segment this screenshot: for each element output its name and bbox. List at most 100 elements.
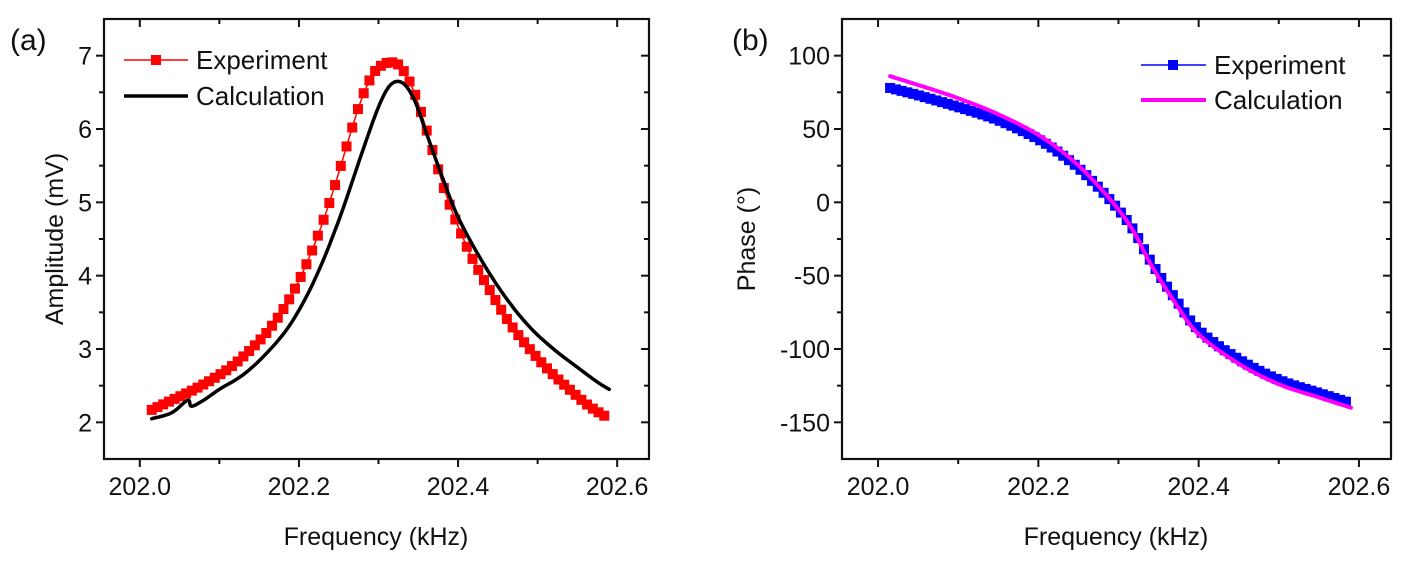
amplitude-experiment-point — [312, 230, 323, 241]
phase-experiment-point — [1340, 396, 1351, 407]
phase-experiment-point — [931, 95, 942, 106]
phase-experiment-point — [1190, 322, 1201, 333]
phase-experiment-point — [1306, 385, 1317, 396]
amplitude-experiment-point — [163, 396, 174, 407]
amplitude-x-tick-label: 202.6 — [586, 473, 649, 501]
amplitude-experiment-point — [175, 391, 186, 402]
phase-experiment-point — [896, 85, 907, 96]
amplitude-experiment-point — [198, 379, 209, 390]
phase-x-tick-label: 202.0 — [847, 473, 910, 501]
amplitude-experiment-point — [410, 89, 421, 100]
phase-legend: Experiment Calculation — [1141, 50, 1346, 115]
amplitude-x-axis-title: Frequency (kHz) — [284, 523, 469, 551]
amplitude-experiment-point — [599, 410, 610, 421]
amplitude-experiment-point — [226, 361, 237, 372]
phase-y-tick-label: 50 — [802, 116, 830, 144]
amplitude-experiment-point — [375, 60, 386, 71]
phase-experiment-point — [1035, 135, 1046, 146]
amplitude-experiment-point — [484, 285, 495, 296]
amplitude-experiment-point — [267, 320, 278, 331]
amplitude-experiment-point — [542, 363, 553, 374]
amplitude-y-tick-label: 7 — [78, 43, 92, 71]
amplitude-experiment-point — [553, 374, 564, 385]
amplitude-experiment-point — [278, 304, 289, 315]
amplitude-x-tick-label: 202.4 — [427, 473, 490, 501]
phase-experiment-point — [960, 104, 971, 115]
phase-experiment-point — [1023, 128, 1034, 139]
amplitude-experiment-point — [398, 66, 409, 77]
amplitude-experiment-point — [364, 75, 375, 86]
legend-experiment-label: Experiment — [196, 45, 328, 75]
phase-experiment-point — [1173, 298, 1184, 309]
amplitude-x-tick-label: 202.2 — [268, 473, 331, 501]
phase-experiment-point — [890, 84, 901, 95]
amplitude-experiment-point — [272, 312, 283, 323]
phase-experiment-point — [1214, 341, 1225, 352]
phase-experiment-point — [1329, 393, 1340, 404]
amplitude-experiment-point — [307, 245, 318, 256]
phase-experiment-line — [889, 87, 1347, 403]
amplitude-experiment-point — [450, 214, 461, 225]
phase-experiment-point — [1335, 394, 1346, 405]
amplitude-experiment-point — [295, 271, 306, 282]
phase-x-axis-title: Frequency (kHz) — [1024, 523, 1209, 551]
amplitude-experiment-point — [244, 346, 255, 357]
amplitude-experiment-point — [519, 337, 530, 348]
phase-y-tick-label: -50 — [794, 263, 830, 291]
amplitude-experiment-point — [209, 372, 220, 383]
amplitude-experiment-point — [146, 404, 157, 415]
phase-experiment-point — [885, 82, 896, 93]
phase-experiment-point — [994, 115, 1005, 126]
phase-y-tick-label: 100 — [788, 43, 830, 71]
amplitude-experiment-point — [158, 399, 169, 410]
amplitude-experiment-point — [301, 259, 312, 270]
amplitude-experiment-point — [347, 122, 358, 133]
phase-experiment-point — [1185, 315, 1196, 326]
phase-x-tick-label: 202.4 — [1167, 473, 1230, 501]
amplitude-experiment-point — [324, 197, 335, 208]
phase-experiment-point — [1283, 378, 1294, 389]
amplitude-experiment-point — [576, 394, 587, 405]
amplitude-experiment-point — [204, 376, 215, 387]
phase-experiment-point — [1012, 123, 1023, 134]
amplitude-experiment-point — [192, 382, 203, 393]
phase-experiment-point — [1312, 387, 1323, 398]
legend-calculation-label: Calculation — [1214, 85, 1343, 115]
amplitude-y-tick-label: 5 — [78, 189, 92, 217]
phase-experiment-point — [1046, 142, 1057, 153]
amplitude-experiment-point — [478, 275, 489, 286]
legend-experiment-marker — [1168, 60, 1178, 70]
phase-experiment-point — [1052, 146, 1063, 157]
phase-experiment-point — [937, 97, 948, 108]
amplitude-experiment-point — [335, 160, 346, 171]
phase-experiment-point — [1294, 382, 1305, 393]
phase-y-tick-label: -150 — [780, 409, 830, 437]
phase-experiment-point — [988, 113, 999, 124]
amplitude-experiment-point — [152, 402, 163, 413]
phase-experiment-point — [1271, 373, 1282, 384]
legend-entry-experiment: Experiment — [1141, 50, 1346, 80]
phase-experiment-point — [1225, 349, 1236, 360]
amplitude-experiment-point — [547, 369, 558, 380]
amplitude-experiment-point — [255, 334, 266, 345]
phase-experiment-point — [1058, 150, 1069, 161]
amplitude-experiment-point — [513, 330, 524, 341]
amplitude-experiment-point — [559, 379, 570, 390]
phase-chart: (b) 202.0 202.2 202.4 202.6 100 50 0 -50 -100 -15… — [732, 17, 1393, 551]
phase-experiment-point — [1208, 337, 1219, 348]
amplitude-y-tick-label: 2 — [78, 409, 92, 437]
phase-experiment-point — [1260, 368, 1271, 379]
phase-experiment-point — [977, 109, 988, 120]
amplitude-experiment-point — [341, 141, 352, 152]
phase-experiment-point — [1323, 391, 1334, 402]
phase-experiment-point — [971, 107, 982, 118]
legend-entry-calculation: Calculation — [1141, 85, 1343, 115]
phase-experiment-point — [1017, 126, 1028, 137]
amplitude-experiment-point — [232, 356, 243, 367]
phase-y-tick-label: -100 — [780, 336, 830, 364]
amplitude-experiment-point — [404, 76, 415, 87]
phase-experiment-point — [983, 111, 994, 122]
phase-experiment-point — [948, 100, 959, 111]
phase-experiment-point — [1242, 359, 1253, 370]
phase-experiment-point — [1289, 380, 1300, 391]
